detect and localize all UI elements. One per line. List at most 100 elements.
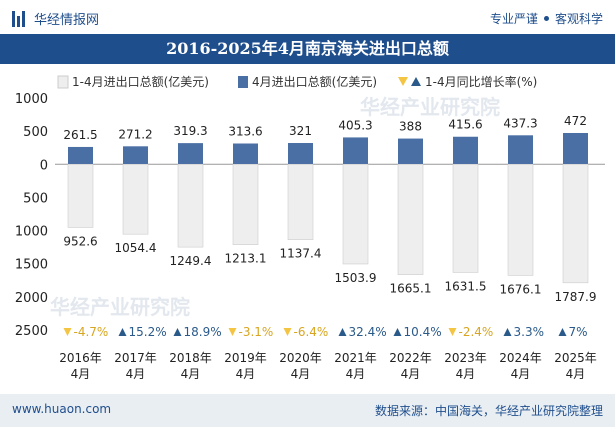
bar-month — [233, 143, 258, 165]
tagline: 专业严谨 客观科学 — [490, 10, 603, 27]
tagline-left: 专业严谨 — [489, 12, 538, 26]
dot-separator-icon — [543, 16, 549, 21]
bar-ytd — [122, 163, 149, 235]
data-label-month: 271.2 — [118, 127, 152, 141]
data-label-month: 388 — [399, 120, 422, 134]
brand-logo: 华经情报网 — [12, 9, 99, 28]
footer-site: www.huaon.com — [12, 402, 112, 416]
x-tick-label: 2018年 — [169, 351, 212, 365]
y-tick-label: 1000 — [15, 92, 48, 107]
bar-ytd — [177, 163, 204, 248]
logo-bars-icon — [12, 10, 28, 27]
growth-rate-label: 10.4% — [404, 325, 442, 339]
y-tick-label: 2000 — [15, 291, 48, 306]
footer-source: 数据来源：中国海关，华经产业研究院整理 — [374, 404, 603, 418]
watermark-text: 华经产业研究院 — [50, 295, 190, 319]
x-tick-label: 2021年 — [334, 351, 377, 365]
bar-month — [563, 132, 588, 165]
data-label-month: 313.6 — [228, 124, 262, 138]
data-label-ytd: 1503.9 — [335, 271, 377, 285]
growth-up-icon — [393, 328, 402, 336]
legend-triangle-up-icon — [411, 77, 421, 86]
legend-swatch-month — [238, 76, 248, 88]
data-label-ytd: 1676.1 — [500, 282, 542, 296]
footer-bar: www.huaon.com 数据来源：中国海关，华经产业研究院整理 — [0, 394, 615, 427]
x-tick-label: 2024年 — [499, 351, 542, 365]
data-label-month: 319.3 — [173, 124, 207, 138]
legend-label-ytd: 1-4月进出口总额(亿美元) — [72, 74, 209, 89]
data-label-ytd: 1137.4 — [280, 247, 322, 261]
data-label-month: 437.3 — [503, 116, 537, 130]
x-tick-label: 4月 — [456, 367, 476, 381]
x-tick-label: 4月 — [401, 367, 421, 381]
x-tick-label: 4月 — [126, 367, 146, 381]
data-label-month: 405.3 — [338, 118, 372, 132]
growth-down-icon — [228, 328, 237, 336]
x-tick-label: 4月 — [71, 367, 91, 381]
growth-up-icon — [558, 328, 567, 336]
growth-rate-label: 15.2% — [129, 325, 167, 339]
growth-up-icon — [503, 328, 512, 336]
bar-month — [343, 137, 368, 165]
growth-up-icon — [338, 328, 347, 336]
data-label-month: 261.5 — [63, 128, 97, 142]
data-label-ytd: 1665.1 — [390, 282, 432, 296]
x-tick-label: 4月 — [346, 367, 366, 381]
bar-month — [398, 138, 423, 165]
growth-rate-label: -2.4% — [459, 325, 494, 339]
data-label-ytd: 952.6 — [63, 234, 97, 248]
tagline-right: 客观科学 — [554, 12, 603, 26]
bar-ytd — [342, 163, 369, 265]
bar-month — [123, 146, 148, 165]
bar-ytd — [507, 163, 534, 276]
data-label-month: 415.6 — [448, 118, 482, 132]
x-tick-label: 2020年 — [279, 351, 322, 365]
bar-ytd — [232, 163, 259, 245]
x-tick-label: 2016年 — [59, 351, 102, 365]
chart-title: 2016-2025年4月南京海关进出口总额 — [0, 34, 615, 64]
y-tick-label: 500 — [23, 191, 48, 206]
y-tick-label: 1500 — [15, 258, 48, 273]
data-label-month: 472 — [564, 114, 587, 128]
data-label-ytd: 1054.4 — [115, 241, 157, 255]
x-tick-label: 4月 — [511, 367, 531, 381]
chart-area: 华经产业研究院 华经产业研究院 1-4月进出口总额(亿美元) 4月进出口总额(亿美元)… — [0, 64, 615, 394]
y-tick-label: 500 — [23, 125, 48, 140]
growth-rate-label: 7% — [569, 325, 588, 339]
growth-down-icon — [63, 328, 72, 336]
watermark-text: 华经产业研究院 — [360, 95, 500, 119]
y-tick-label: 2500 — [15, 324, 48, 339]
bar-month — [68, 146, 93, 165]
growth-up-icon — [118, 328, 127, 336]
x-tick-label: 4月 — [291, 367, 311, 381]
growth-rate-label: 18.9% — [184, 325, 222, 339]
logo-text: 华经情报网 — [34, 13, 100, 28]
x-tick-label: 4月 — [236, 367, 256, 381]
legend-swatch-ytd — [57, 75, 69, 89]
growth-rate-label: -6.4% — [294, 325, 329, 339]
data-label-month: 321 — [289, 124, 312, 138]
growth-rate-label: -3.1% — [239, 325, 274, 339]
growth-up-icon — [173, 328, 182, 336]
legend-triangle-down-icon — [398, 77, 408, 86]
bar-ytd — [397, 163, 424, 275]
legend-label-month: 4月进出口总额(亿美元) — [252, 74, 377, 89]
bar-ytd — [452, 163, 479, 273]
bar-month — [453, 136, 478, 165]
data-label-ytd: 1213.1 — [225, 252, 267, 266]
x-tick-label: 2023年 — [444, 351, 487, 365]
bar-ytd — [67, 163, 94, 228]
growth-rate-label: 32.4% — [349, 325, 387, 339]
data-label-ytd: 1249.4 — [170, 254, 212, 268]
legend-label-growth: 1-4月同比增长率(%) — [425, 74, 537, 89]
x-tick-label: 2019年 — [224, 351, 267, 365]
x-tick-label: 2025年 — [554, 351, 597, 365]
growth-rate-label: 3.3% — [514, 325, 545, 339]
x-tick-label: 2017年 — [114, 351, 157, 365]
bar-month — [508, 135, 533, 165]
growth-down-icon — [448, 328, 457, 336]
bar-ytd — [562, 163, 589, 284]
x-tick-label: 4月 — [181, 367, 201, 381]
growth-rate-label: -4.7% — [74, 325, 109, 339]
